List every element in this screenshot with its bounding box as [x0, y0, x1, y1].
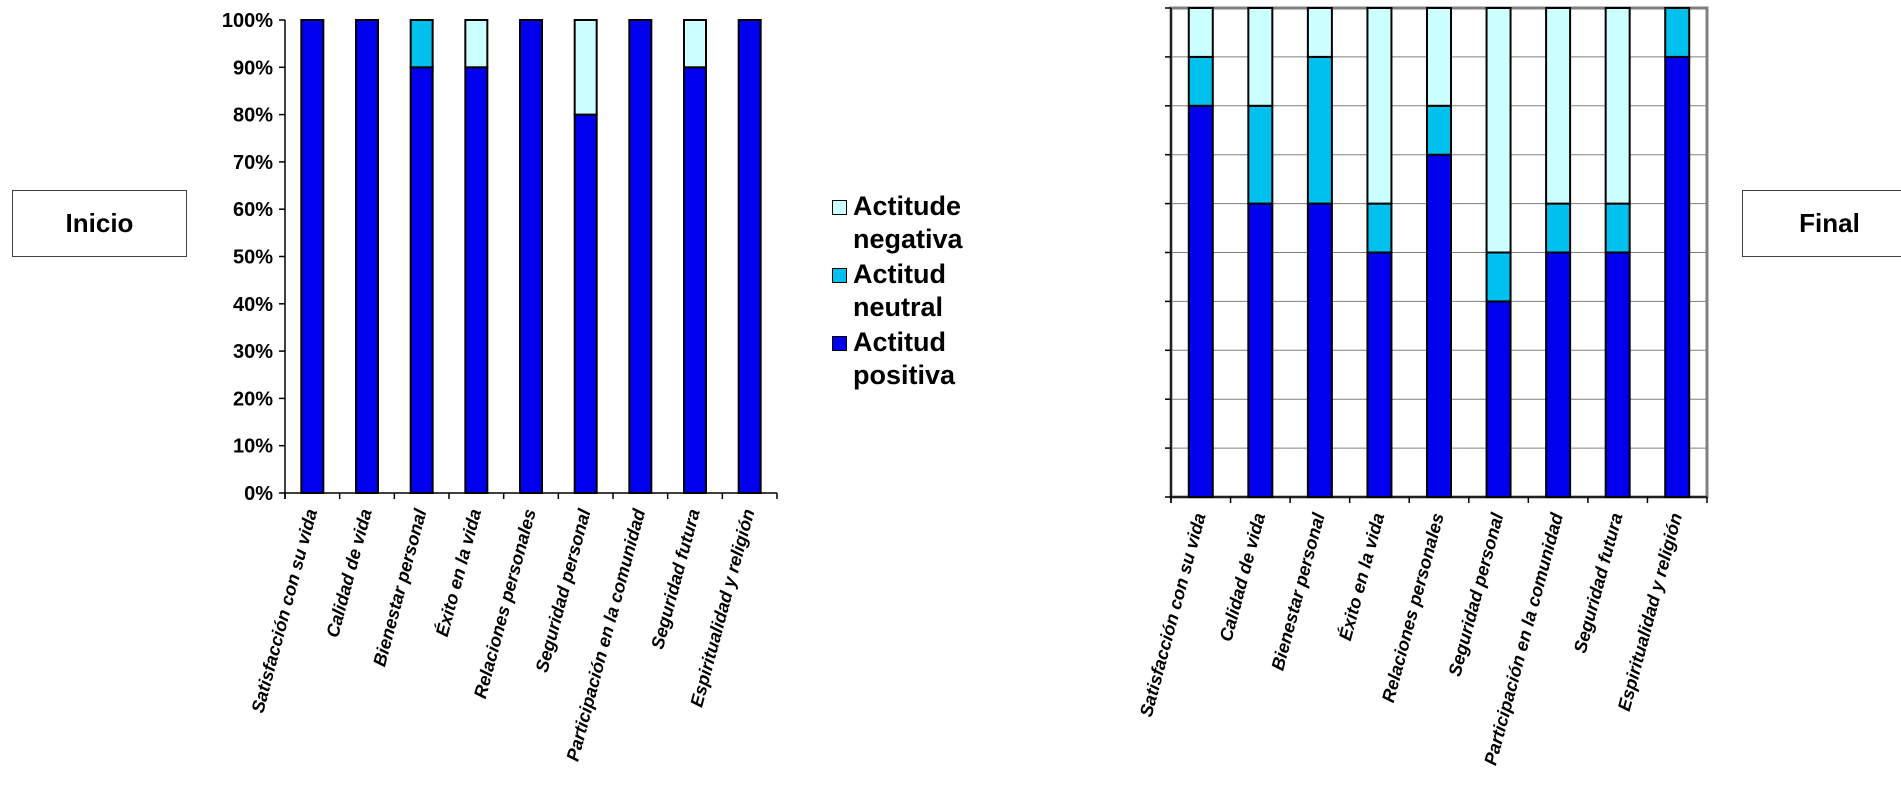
bar-inicio-negativa — [464, 19, 489, 69]
final-label: Final — [1742, 190, 1901, 257]
bar-final-negativa — [1187, 7, 1214, 58]
bar-inicio-positiva — [355, 19, 379, 494]
bar-final-negativa — [1306, 7, 1333, 58]
category-label-inicio: Bienestar personal — [369, 506, 431, 669]
bar-inicio-positiva — [737, 19, 762, 494]
legend-swatch-negativa — [832, 200, 847, 215]
bar-final-negativa — [1485, 7, 1512, 254]
category-label-final: Espiritualidad y religión — [1614, 511, 1686, 713]
y-tick-label-inicio: 40% — [233, 294, 273, 316]
category-label-inicio: Calidad de vida — [322, 507, 375, 640]
y-tick-label-inicio: 50% — [233, 247, 273, 269]
category-label-inicio: Espiritualidad y religión — [686, 507, 758, 709]
legend-swatch-positiva — [832, 336, 847, 351]
bar-final-neutral — [1485, 251, 1512, 303]
y-tick-label-inicio: 100% — [222, 10, 273, 32]
category-label-final: Calidad de vida — [1216, 511, 1269, 644]
bar-final-positiva — [1485, 300, 1512, 498]
legend-swatch-neutral — [832, 268, 847, 283]
bar-inicio-positiva — [300, 19, 325, 494]
legend-label-negativa: Actitude negativa — [853, 191, 963, 254]
category-label-final: Éxito en la vida — [1334, 511, 1388, 643]
legend-item-negativa: Actitude negativa — [832, 190, 983, 256]
bar-final-positiva — [1306, 202, 1333, 498]
y-tick-label-inicio: 20% — [233, 388, 273, 410]
bar-final-positiva — [1545, 251, 1572, 498]
category-label-inicio: Relaciones personales — [470, 507, 540, 701]
bar-inicio-negativa — [683, 19, 707, 69]
legend-label-neutral: Actitud neutral — [853, 259, 946, 322]
bar-inicio-positiva — [464, 66, 489, 495]
bar-final-positiva — [1247, 202, 1274, 498]
category-label-inicio: Seguridad futura — [647, 507, 704, 651]
bar-final-neutral — [1426, 104, 1452, 156]
legend-item-neutral: Actitud neutral — [832, 258, 983, 324]
bar-final-neutral — [1247, 104, 1274, 205]
bar-inicio-positiva — [628, 19, 653, 494]
y-tick-label-inicio: 0% — [244, 483, 273, 505]
inicio-label: Inicio — [12, 190, 187, 257]
bar-final-neutral — [1306, 55, 1333, 205]
legend-label-positiva: Actitud positiva — [853, 327, 956, 390]
bar-inicio-positiva — [409, 66, 434, 495]
y-tick-label-inicio: 70% — [233, 152, 273, 174]
bar-final-negativa — [1247, 7, 1274, 107]
category-label-final: Seguridad futura — [1570, 511, 1627, 655]
bar-inicio-neutral — [409, 19, 434, 69]
category-label-final: Relaciones personales — [1378, 511, 1448, 705]
y-tick-label-inicio: 10% — [233, 436, 273, 458]
bar-final-positiva — [1366, 251, 1393, 498]
bar-inicio-positiva — [683, 66, 707, 495]
category-label-final: Seguridad personal — [1445, 510, 1508, 678]
bar-final-negativa — [1604, 7, 1631, 205]
bar-inicio-negativa — [573, 19, 598, 116]
bar-final-neutral — [1604, 202, 1631, 254]
bar-final-positiva — [1664, 55, 1691, 499]
bar-final-positiva — [1604, 251, 1631, 498]
category-label-inicio: Éxito en la vida — [431, 507, 485, 639]
bar-final-negativa — [1545, 7, 1572, 205]
legend: Actitude negativa Actitud neutral Actitu… — [832, 190, 983, 394]
bar-final-positiva — [1187, 104, 1214, 499]
bar-final-neutral — [1366, 202, 1393, 254]
bar-final-neutral — [1187, 55, 1214, 107]
category-label-final: Bienestar personal — [1267, 510, 1329, 673]
bar-final-negativa — [1366, 7, 1393, 205]
bar-final-neutral — [1545, 202, 1572, 254]
bar-inicio-positiva — [519, 19, 543, 494]
bar-final-neutral — [1664, 7, 1691, 58]
y-tick-label-inicio: 80% — [233, 105, 273, 127]
category-label-inicio: Seguridad personal — [532, 506, 595, 674]
bar-final-positiva — [1426, 153, 1452, 498]
category-label-inicio: Satisfacción con su vida — [248, 507, 322, 715]
bar-inicio-positiva — [573, 113, 598, 494]
y-tick-label-inicio: 30% — [233, 341, 273, 363]
category-label-final: Satisfacción con su vida — [1136, 511, 1210, 719]
bar-final-negativa — [1426, 7, 1452, 107]
legend-item-positiva: Actitud positiva — [832, 326, 983, 392]
y-tick-label-inicio: 90% — [233, 57, 273, 79]
y-tick-label-inicio: 60% — [233, 199, 273, 221]
